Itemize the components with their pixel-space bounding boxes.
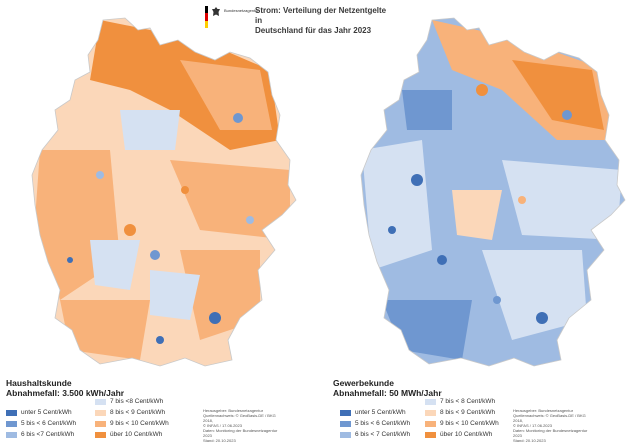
legend-item: unter 5 Cent/kWh <box>6 409 72 416</box>
legend-item: 8 bis < 9 Cent/kWh <box>425 409 495 416</box>
household-title-line-2: Abnahmefall: 3.500 kWh/Jahr <box>6 388 125 398</box>
flag-red-stripe <box>205 13 208 21</box>
legend-label: 6 bis <7 Cent/kWh <box>21 431 75 438</box>
legend-label: 6 bis < 7 Cent/kWh <box>355 431 411 438</box>
legend-item: 7 bis <8 Cent/kWh <box>95 398 163 405</box>
commercial-panel-title: Gewerbekunde Abnahmefall: 50 MWh/Jahr <box>333 378 442 398</box>
source-line: © INFAS / 17.06.2023 <box>203 423 242 428</box>
source-line: Stand: 20.10.2023 <box>203 438 236 443</box>
legend-swatch <box>95 420 106 427</box>
legend-item: unter 5 Cent/kWh <box>340 409 406 416</box>
source-line: Herausgeber: Bundesnetzagentur <box>513 408 574 413</box>
legend-label: 8 bis < 9 Cent/kWh <box>110 409 166 416</box>
commercial-title-line-2: Abnahmefall: 50 MWh/Jahr <box>333 388 442 398</box>
source-note-commercial: Herausgeber: Bundesnetzagentur Quellenna… <box>513 408 593 443</box>
commercial-title-line-1: Gewerbekunde <box>333 378 394 388</box>
legend-swatch <box>6 409 17 416</box>
legend-label: 8 bis < 9 Cent/kWh <box>440 409 496 416</box>
legend-item: 6 bis < 7 Cent/kWh <box>340 431 410 438</box>
legend-swatch <box>425 431 436 438</box>
legend-label: über 10 Cent/kWh <box>110 431 163 438</box>
legend-label: über 10 Cent/kWh <box>440 431 493 438</box>
legend-label: 7 bis <8 Cent/kWh <box>110 398 164 405</box>
page-title: Strom: Verteilung der Netzentgelte in De… <box>255 6 395 36</box>
legend-item: 9 bis < 10 Cent/kWh <box>425 420 499 427</box>
legend-item: 5 bis < 6 Cent/kWh <box>340 420 410 427</box>
agency-name: Bundesnetzagentur <box>224 8 259 13</box>
legend-label: 9 bis < 10 Cent/kWh <box>440 420 499 427</box>
title-line-1: Strom: Verteilung der Netzentgelte in <box>255 6 387 25</box>
eagle-icon <box>212 7 220 16</box>
source-note-household: Herausgeber: Bundesnetzagentur Quellenna… <box>203 408 283 443</box>
legend-label: 5 bis < 6 Cent/kWh <box>21 420 77 427</box>
source-line: Stand: 20.10.2023 <box>513 438 546 443</box>
legend-swatch <box>340 420 351 427</box>
legend-swatch <box>95 398 106 405</box>
source-line: Quellennachweis: © GeoBasis-DE / BKG 201… <box>203 413 276 423</box>
legend-swatch <box>6 431 17 438</box>
legend-label: 5 bis < 6 Cent/kWh <box>355 420 411 427</box>
legend-item: 6 bis <7 Cent/kWh <box>6 431 74 438</box>
title-line-2: Deutschland für das Jahr 2023 <box>255 26 372 35</box>
legend-label: 7 bis < 8 Cent/kWh <box>440 398 496 405</box>
map-household <box>0 0 330 390</box>
legend-item: über 10 Cent/kWh <box>425 431 492 438</box>
legend-swatch <box>6 420 17 427</box>
source-line: Daten: Monitoring der Bundesnetzagentur … <box>203 428 278 438</box>
legend-label: unter 5 Cent/kWh <box>21 409 72 416</box>
legend-swatch <box>425 409 436 416</box>
map-commercial-svg <box>360 17 626 367</box>
source-line: © INFAS / 17.06.2023 <box>513 423 552 428</box>
source-line: Herausgeber: Bundesnetzagentur <box>203 408 264 413</box>
legend-swatch <box>425 420 436 427</box>
source-line: Quellennachweis: © GeoBasis-DE / BKG 201… <box>513 413 586 423</box>
legend-item: 9 bis < 10 Cent/kWh <box>95 420 169 427</box>
legend-label: unter 5 Cent/kWh <box>355 409 406 416</box>
agency-logo: Bundesnetzagentur <box>205 6 259 28</box>
source-line: Daten: Monitoring der Bundesnetzagentur … <box>513 428 588 438</box>
legend-label: 9 bis < 10 Cent/kWh <box>110 420 169 427</box>
legend-item: 8 bis < 9 Cent/kWh <box>95 409 165 416</box>
legend-item: über 10 Cent/kWh <box>95 431 162 438</box>
legend-swatch <box>340 409 351 416</box>
legend-swatch <box>95 431 106 438</box>
flag-stripe-icon <box>205 6 208 28</box>
legend-swatch <box>95 409 106 416</box>
legend-swatch <box>340 431 351 438</box>
map-household-svg <box>31 17 297 367</box>
legend-swatch <box>425 398 436 405</box>
flag-black-stripe <box>205 6 208 14</box>
map-commercial <box>322 0 640 390</box>
flag-gold-stripe <box>205 20 208 28</box>
household-panel-title: Haushaltskunde Abnahmefall: 3.500 kWh/Ja… <box>6 378 124 398</box>
legend-item: 5 bis < 6 Cent/kWh <box>6 420 76 427</box>
legend-item: 7 bis < 8 Cent/kWh <box>425 398 495 405</box>
household-title-line-1: Haushaltskunde <box>6 378 72 388</box>
